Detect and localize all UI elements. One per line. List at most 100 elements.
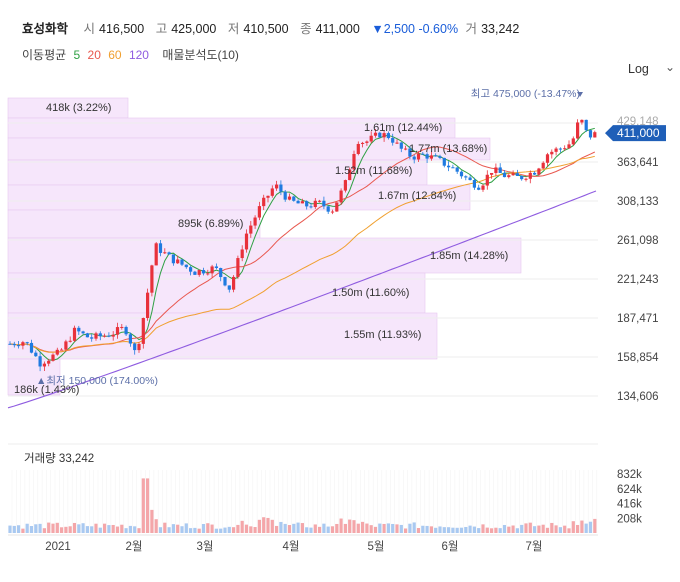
volume-bar <box>459 527 464 533</box>
candle-body <box>451 167 455 169</box>
volume-bar <box>309 527 313 533</box>
volume-bar <box>494 527 498 533</box>
volume-bar <box>343 523 347 533</box>
candle-body <box>382 133 386 138</box>
volume-profile-bar <box>7 312 438 360</box>
candle-body <box>459 171 464 177</box>
candle-body <box>47 360 51 364</box>
volume-profile-label: 418k (3.22%) <box>46 102 111 114</box>
volume-bar <box>395 524 399 533</box>
price-tick-label: 158,854 <box>617 352 659 364</box>
candle-body <box>520 175 524 180</box>
candle-body <box>68 340 72 342</box>
volume-bar <box>352 520 356 533</box>
volume-profile-label: 1.67m (12.84%) <box>378 190 456 202</box>
open-label: 시 <box>83 22 96 36</box>
ma-60[interactable]: 60 <box>108 48 122 62</box>
ma-120[interactable]: 120 <box>128 48 149 62</box>
volume-bar <box>438 526 442 533</box>
volume-bar <box>356 523 360 533</box>
candle-body <box>180 259 184 265</box>
volume-bar <box>275 525 279 533</box>
volume-bar <box>201 523 206 533</box>
volume-bar <box>318 526 322 533</box>
volume-bar <box>326 526 330 533</box>
volume-profile-toggle[interactable]: 매물분석도(10) <box>162 48 239 62</box>
volume-bar <box>567 528 571 533</box>
candle-body <box>330 211 335 213</box>
candle-body <box>468 177 472 181</box>
candle-body <box>236 258 240 277</box>
volume-bar <box>90 526 94 533</box>
candle-body <box>21 342 25 346</box>
volume-bar <box>227 526 231 533</box>
candle-body <box>507 175 511 178</box>
volume-bar <box>189 528 193 533</box>
volume-bar <box>588 521 593 533</box>
volume-profile-label: 1.50m (11.60%) <box>332 287 409 299</box>
volume-bar <box>60 527 64 533</box>
candle-body <box>309 206 313 208</box>
volume-bar <box>584 523 588 533</box>
volume-bar <box>502 524 507 533</box>
volume-profile-label: 1.77m (13.68%) <box>409 143 487 155</box>
ma-20[interactable]: 20 <box>87 48 101 62</box>
candle-body <box>262 197 266 207</box>
volume-bar <box>266 517 270 533</box>
volume-bar <box>232 527 236 533</box>
volume-bar <box>554 525 558 533</box>
candle-body <box>296 200 300 204</box>
close-label: 종 <box>300 22 312 36</box>
volume-tick-label: 416k <box>617 499 642 511</box>
volume-bar <box>150 509 154 533</box>
volume-bar <box>38 523 42 533</box>
volume-bar <box>472 526 476 533</box>
stock-name: 효성화학 <box>22 22 69 36</box>
volume-bar <box>313 524 317 533</box>
candle-body <box>404 148 408 150</box>
volume-value: 33,242 <box>481 22 520 36</box>
candle-body <box>313 200 317 208</box>
volume-bar <box>498 528 502 533</box>
high-value: 425,000 <box>171 22 217 36</box>
candle-body <box>163 252 167 254</box>
candle-body <box>193 271 197 275</box>
candle-body <box>12 343 16 346</box>
candle-body <box>434 155 438 157</box>
volume-bar <box>408 523 412 533</box>
scale-select[interactable]: Log ⌄ <box>628 60 675 76</box>
volume-bar <box>511 525 515 533</box>
volume-bar <box>51 523 55 533</box>
volume-profile-bar <box>7 358 61 396</box>
candle-body <box>343 180 347 191</box>
candle-body <box>477 187 481 190</box>
volume-panel-title: 거래량 33,242 <box>24 452 94 465</box>
volume-bar <box>240 520 244 533</box>
candle-body <box>567 144 571 149</box>
candle-body <box>481 185 485 190</box>
volume-bar <box>171 524 175 533</box>
moving-average-label: 이동평균 <box>22 48 67 62</box>
low-value: 410,500 <box>243 22 289 36</box>
candle-body <box>425 154 429 159</box>
volume-bar <box>429 526 433 533</box>
candle-body <box>365 141 369 143</box>
candle-body <box>146 292 150 319</box>
volume-bar <box>361 521 365 533</box>
volume-bar <box>515 528 519 533</box>
candle-body <box>541 162 545 169</box>
volume-profile-label: 1.61m (12.44%) <box>364 122 442 134</box>
volume-tick-label: 832k <box>617 469 642 481</box>
candle-body <box>378 132 382 138</box>
candle-body <box>232 276 236 290</box>
volume-bar <box>451 527 455 533</box>
candle-body <box>292 196 296 201</box>
candle-body <box>34 352 38 357</box>
candle-body <box>98 333 102 337</box>
ma-5[interactable]: 5 <box>73 48 81 62</box>
candle-body <box>515 173 519 176</box>
volume-bar <box>287 525 292 533</box>
candle-body <box>322 200 326 207</box>
volume-bar <box>107 525 111 533</box>
